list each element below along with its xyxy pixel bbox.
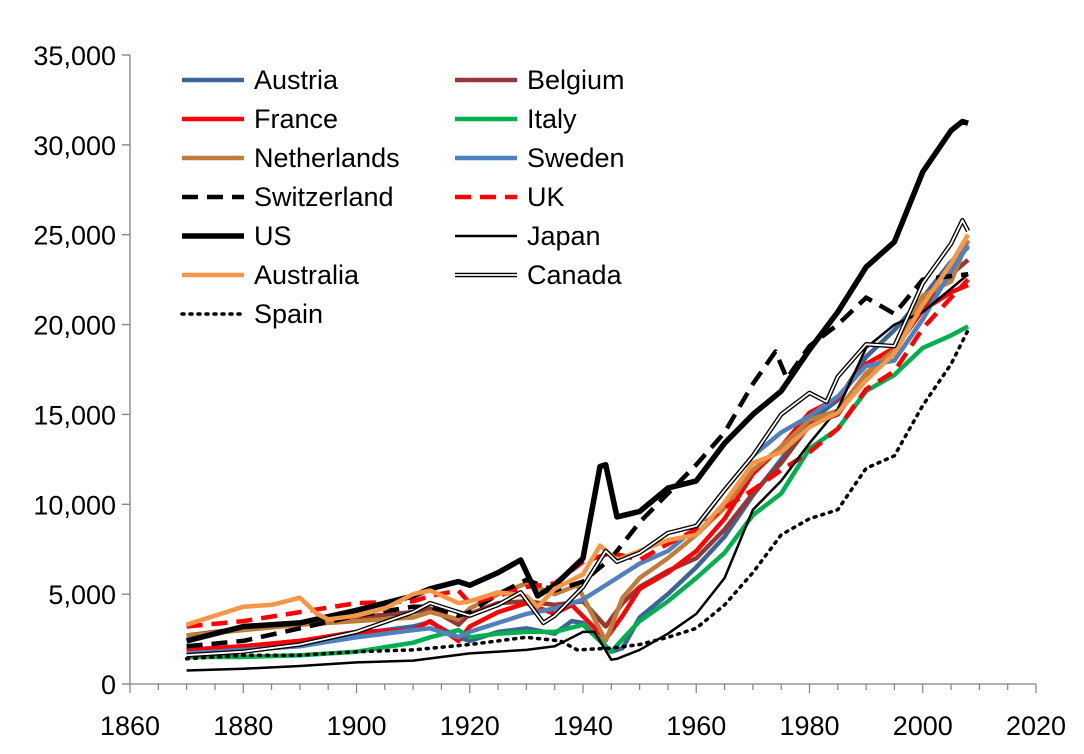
legend-entry-us: US: [182, 221, 292, 251]
y-tick-label: 0: [101, 670, 116, 700]
series-japan: [186, 273, 969, 672]
legend-label: UK: [527, 182, 565, 212]
legend-entry-france: France: [182, 104, 338, 134]
series-line-italy: [186, 324, 970, 660]
series-australia: [185, 233, 971, 627]
legend-entry-australia: Australia: [182, 260, 360, 290]
legend-label: Italy: [527, 104, 577, 134]
legend-label: Spain: [254, 299, 323, 329]
y-tick-label: 30,000: [33, 131, 116, 161]
series-netherlands: [186, 239, 971, 644]
legend-entry-canada: Canada: [455, 260, 623, 290]
legend-entry-japan: Japan: [455, 221, 601, 251]
series-italy: [186, 324, 970, 660]
legend-entry-italy: Italy: [455, 104, 577, 134]
x-tick-label: 1920: [440, 711, 500, 741]
y-axis: 0 5,000 10,000 15,000 20,000 25,000 30,000 35,0…: [33, 41, 131, 700]
x-tick-label: 2000: [893, 711, 953, 741]
x-tick-label: 1900: [326, 711, 386, 741]
legend-label: Sweden: [527, 143, 625, 173]
series-layer: [184, 118, 971, 672]
series-line-netherlands: [186, 239, 971, 644]
legend-label: Australia: [254, 260, 360, 290]
series-line-japan: [186, 273, 969, 672]
x-tick-label: 2020: [1006, 711, 1066, 741]
legend-label: Canada: [527, 260, 623, 290]
legend-entry-spain: Spain: [180, 299, 323, 329]
x-axis: 1860 1880 1900 1920 1940 1960 1980 2000 2020: [100, 683, 1066, 741]
series-canada: [186, 218, 971, 658]
series-line-uk: [186, 278, 970, 629]
y-tick-label: 20,000: [33, 311, 116, 341]
legend-label: Belgium: [527, 65, 625, 95]
legend-entry-netherlands: Netherlands: [182, 143, 400, 173]
legend-entry-sweden: Sweden: [455, 143, 625, 173]
x-tick-label: 1980: [779, 711, 839, 741]
legend-label: Japan: [527, 221, 601, 251]
legend-entry-austria: Austria: [182, 65, 339, 95]
y-tick-label: 15,000: [33, 400, 116, 430]
y-tick-label: 25,000: [33, 221, 116, 251]
series-line-canada-inner: [186, 219, 969, 657]
legend-label: Austria: [254, 65, 339, 95]
series-sweden: [186, 244, 970, 656]
y-tick-label: 10,000: [33, 490, 116, 520]
y-tick-label: 5,000: [48, 580, 116, 610]
series-uk: [186, 278, 970, 629]
legend-label: Netherlands: [254, 143, 400, 173]
x-tick-label: 1860: [100, 711, 160, 741]
y-tick-label: 35,000: [33, 41, 116, 71]
legend-label: Switzerland: [254, 182, 394, 212]
legend: Austria Belgium France Italy Netherlands Swed…: [180, 65, 625, 329]
legend-entry-switzerland: Switzerland: [182, 182, 394, 212]
series-line-sweden: [186, 244, 970, 656]
legend-label: US: [254, 221, 292, 251]
legend-label: France: [254, 104, 338, 134]
x-tick-label: 1940: [553, 711, 613, 741]
series-spain: [184, 328, 970, 661]
x-tick-label: 1960: [666, 711, 726, 741]
legend-entry-uk: UK: [455, 182, 565, 212]
series-line-australia: [185, 233, 971, 627]
legend-entry-belgium: Belgium: [455, 65, 625, 95]
x-tick-label: 1880: [213, 711, 273, 741]
series-line-spain: [184, 328, 970, 661]
